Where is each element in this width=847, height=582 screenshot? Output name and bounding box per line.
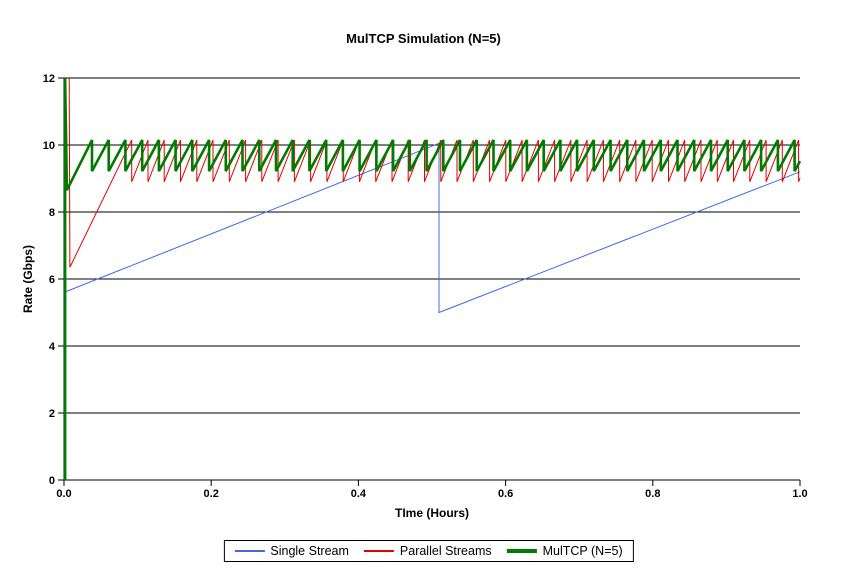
x-axis-label: TIme (Hours): [394, 506, 469, 520]
chart-title: MulTCP Simulation (N=5): [346, 31, 501, 46]
legend-item-single-stream: Single Stream: [234, 544, 349, 558]
series-line-parallel-streams: [68, 77, 801, 268]
y-tick-label: 4: [49, 341, 56, 353]
x-tick-label: 0.2: [204, 488, 219, 500]
multcp-line-sample: [506, 549, 537, 553]
y-tick-label: 0: [49, 475, 55, 487]
y-tick-label: 12: [43, 73, 55, 85]
x-tick-label: 0.8: [645, 488, 660, 500]
legend-label-single-stream: Single Stream: [270, 544, 349, 558]
x-tick-label: 0.6: [498, 488, 513, 500]
series-line-single-stream: [63, 142, 801, 314]
series-line-multcp-n-5: [63, 77, 802, 480]
legend: Single Stream Parallel Streams MulTCP (N…: [223, 540, 634, 562]
legend-item-parallel-streams: Parallel Streams: [363, 544, 492, 558]
y-axis-label-wrap: Rate (Gbps): [14, 78, 42, 480]
y-tick-label: 8: [49, 207, 55, 219]
x-tick-label: 0.0: [56, 488, 71, 500]
legend-label-multcp: MulTCP (N=5): [542, 544, 623, 558]
parallel-streams-line-sample: [363, 550, 394, 552]
x-tick-label: 0.4: [351, 488, 367, 500]
y-tick-label: 6: [49, 274, 55, 286]
x-tick-label: 1.0: [792, 488, 807, 500]
legend-label-parallel-streams: Parallel Streams: [399, 544, 492, 558]
y-axis-label: Rate (Gbps): [21, 244, 36, 314]
legend-item-multcp: MulTCP (N=5): [506, 544, 623, 558]
y-tick-label: 10: [43, 140, 55, 152]
y-tick-label: 2: [49, 408, 55, 420]
single-stream-line-sample: [234, 550, 265, 552]
